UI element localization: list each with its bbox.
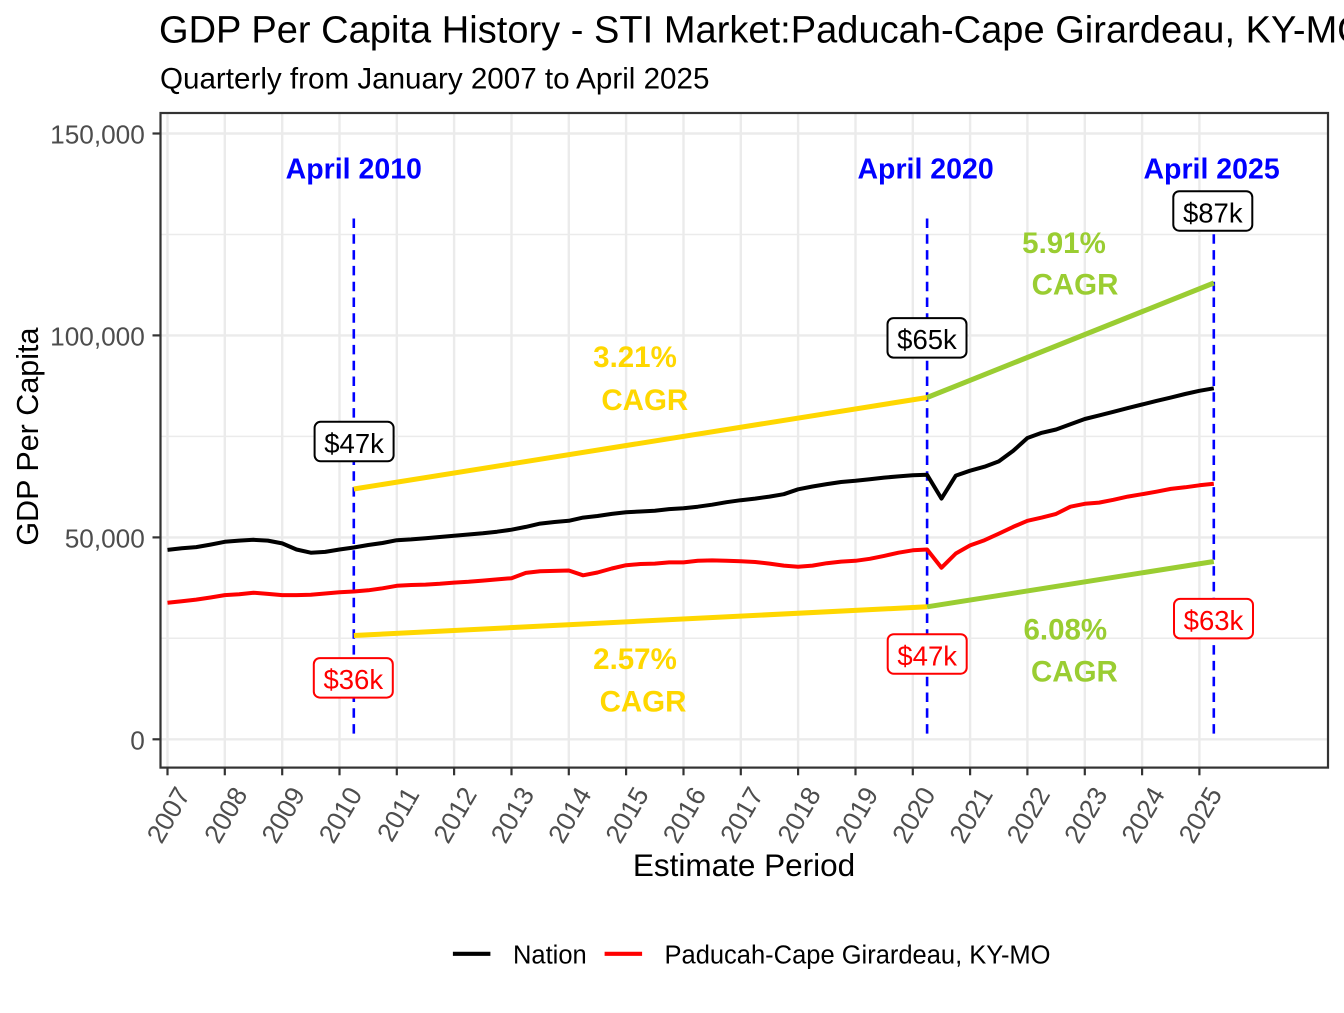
svg-text:$47k: $47k: [324, 428, 384, 459]
svg-text:100,000: 100,000: [50, 322, 145, 352]
svg-text:April 2025: April 2025: [1143, 153, 1279, 185]
svg-text:50,000: 50,000: [65, 524, 145, 554]
svg-text:Estimate Period: Estimate Period: [633, 847, 855, 883]
svg-text:$87k: $87k: [1183, 197, 1243, 228]
svg-text:CAGR: CAGR: [1031, 656, 1118, 689]
svg-text:$65k: $65k: [897, 324, 957, 355]
svg-text:CAGR: CAGR: [1032, 269, 1119, 302]
svg-text:April 2010: April 2010: [286, 153, 422, 185]
svg-text:Quarterly from January 2007 to: Quarterly from January 2007 to April 202…: [160, 63, 709, 96]
svg-text:2.57%: 2.57%: [593, 643, 677, 676]
svg-text:GDP Per Capita History - STI M: GDP Per Capita History - STI Market:Padu…: [159, 10, 1344, 52]
svg-text:GDP Per Capita: GDP Per Capita: [11, 328, 45, 546]
svg-text:$36k: $36k: [323, 664, 383, 695]
svg-text:CAGR: CAGR: [601, 384, 688, 417]
svg-text:3.21%: 3.21%: [593, 341, 677, 374]
svg-text:$47k: $47k: [897, 640, 957, 671]
svg-text:$63k: $63k: [1184, 605, 1244, 636]
svg-text:6.08%: 6.08%: [1023, 614, 1107, 647]
svg-text:0: 0: [130, 726, 145, 756]
svg-text:150,000: 150,000: [50, 120, 145, 150]
svg-text:Nation: Nation: [513, 941, 587, 969]
svg-text:April 2020: April 2020: [857, 153, 993, 185]
svg-text:CAGR: CAGR: [600, 686, 687, 719]
svg-text:5.91%: 5.91%: [1022, 227, 1106, 260]
svg-text:Paducah-Cape Girardeau, KY-MO: Paducah-Cape Girardeau, KY-MO: [665, 941, 1051, 969]
